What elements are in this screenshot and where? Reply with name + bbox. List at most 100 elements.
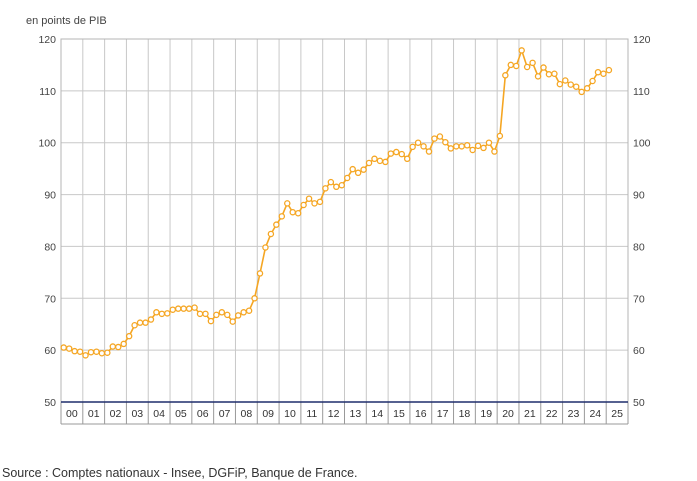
data-point — [556, 80, 564, 88]
x-tick-label: 04 — [153, 408, 165, 420]
data-point — [76, 348, 84, 355]
data-point — [262, 244, 269, 251]
x-tick-label: 10 — [284, 408, 296, 420]
data-point — [496, 132, 504, 140]
x-tick-label: 23 — [568, 408, 580, 420]
data-point — [474, 142, 482, 150]
x-tick-label: 20 — [502, 408, 514, 420]
data-point — [142, 319, 149, 326]
x-tick-label: 08 — [241, 408, 253, 420]
data-point — [169, 306, 177, 313]
data-point — [414, 139, 422, 146]
data-point — [294, 209, 302, 217]
y-unit-label: en points de PIB — [26, 15, 107, 27]
data-point — [436, 133, 444, 140]
data-point — [71, 347, 78, 355]
data-point — [273, 221, 280, 228]
x-tick-label: 13 — [350, 408, 362, 420]
data-point — [387, 150, 395, 157]
data-point — [349, 165, 356, 173]
data-point — [529, 59, 536, 67]
x-tick-label: 14 — [371, 408, 383, 420]
data-point — [354, 169, 362, 177]
data-point — [256, 270, 264, 277]
data-point — [114, 343, 122, 351]
x-tick-label: 16 — [415, 408, 427, 420]
data-point — [305, 195, 313, 202]
data-point — [551, 70, 558, 77]
data-point — [540, 64, 547, 71]
data-point — [491, 148, 498, 155]
data-point — [600, 70, 607, 77]
data-point — [284, 200, 291, 207]
data-point — [136, 319, 144, 326]
data-point — [583, 85, 591, 92]
data-point — [207, 317, 215, 325]
data-point — [125, 332, 133, 340]
data-point — [458, 143, 465, 150]
data-point — [278, 213, 286, 220]
x-tick-label: 19 — [480, 408, 492, 420]
y-tick-label-right: 100 — [633, 138, 651, 150]
data-point — [562, 77, 569, 84]
data-point — [164, 310, 171, 317]
y-tick-label-right: 70 — [633, 293, 645, 305]
data-point — [376, 157, 384, 165]
source-note: Source : Comptes nationaux - Insee, DGFi… — [2, 466, 358, 480]
data-point — [245, 307, 253, 314]
y-tick-label-left: 120 — [38, 34, 56, 46]
y-tick-label-right: 120 — [633, 34, 651, 46]
x-tick-label: 02 — [110, 408, 122, 420]
data-point — [240, 309, 247, 316]
x-tick-label: 25 — [611, 408, 623, 420]
data-point — [267, 230, 275, 238]
data-point — [300, 201, 307, 209]
data-point — [82, 352, 89, 359]
data-point — [311, 200, 318, 207]
y-tick-label-left: 70 — [44, 293, 56, 305]
data-point — [98, 350, 106, 357]
data-point — [174, 305, 182, 312]
data-point — [153, 309, 160, 316]
data-point — [158, 310, 166, 318]
data-point — [343, 174, 351, 182]
data-point — [382, 158, 389, 166]
data-point — [371, 155, 378, 163]
data-point — [425, 148, 433, 155]
y-tick-label-left: 60 — [44, 345, 56, 357]
x-tick-label: 15 — [393, 408, 405, 420]
data-point — [213, 311, 220, 319]
data-point — [605, 66, 613, 74]
data-point — [545, 71, 553, 78]
data-point — [447, 145, 455, 152]
data-point — [442, 138, 449, 146]
x-tick-label: 05 — [175, 408, 187, 420]
data-point — [567, 81, 575, 88]
y-tick-label-left: 80 — [44, 241, 56, 253]
data-point — [327, 178, 335, 186]
x-tick-label: 07 — [219, 408, 231, 420]
data-point — [224, 311, 231, 319]
data-point — [365, 159, 373, 167]
data-point — [485, 139, 493, 146]
data-point — [104, 349, 111, 356]
x-tick-label: 24 — [589, 408, 601, 420]
data-point — [589, 77, 596, 85]
x-tick-label: 22 — [546, 408, 558, 420]
data-point — [502, 72, 509, 79]
data-point — [518, 47, 525, 54]
y-tick-label-right: 110 — [633, 86, 650, 98]
data-point — [229, 318, 236, 325]
data-point — [578, 88, 585, 96]
data-point — [512, 62, 520, 70]
data-point — [338, 181, 346, 189]
data-point — [87, 348, 95, 356]
y-tick-label-left: 110 — [39, 86, 56, 98]
data-point — [420, 143, 427, 150]
data-point — [218, 309, 226, 316]
x-tick-label: 12 — [328, 408, 340, 420]
data-point — [360, 166, 367, 173]
x-tick-label: 06 — [197, 408, 209, 420]
data-point — [393, 148, 400, 156]
y-tick-label-right: 80 — [633, 241, 645, 253]
